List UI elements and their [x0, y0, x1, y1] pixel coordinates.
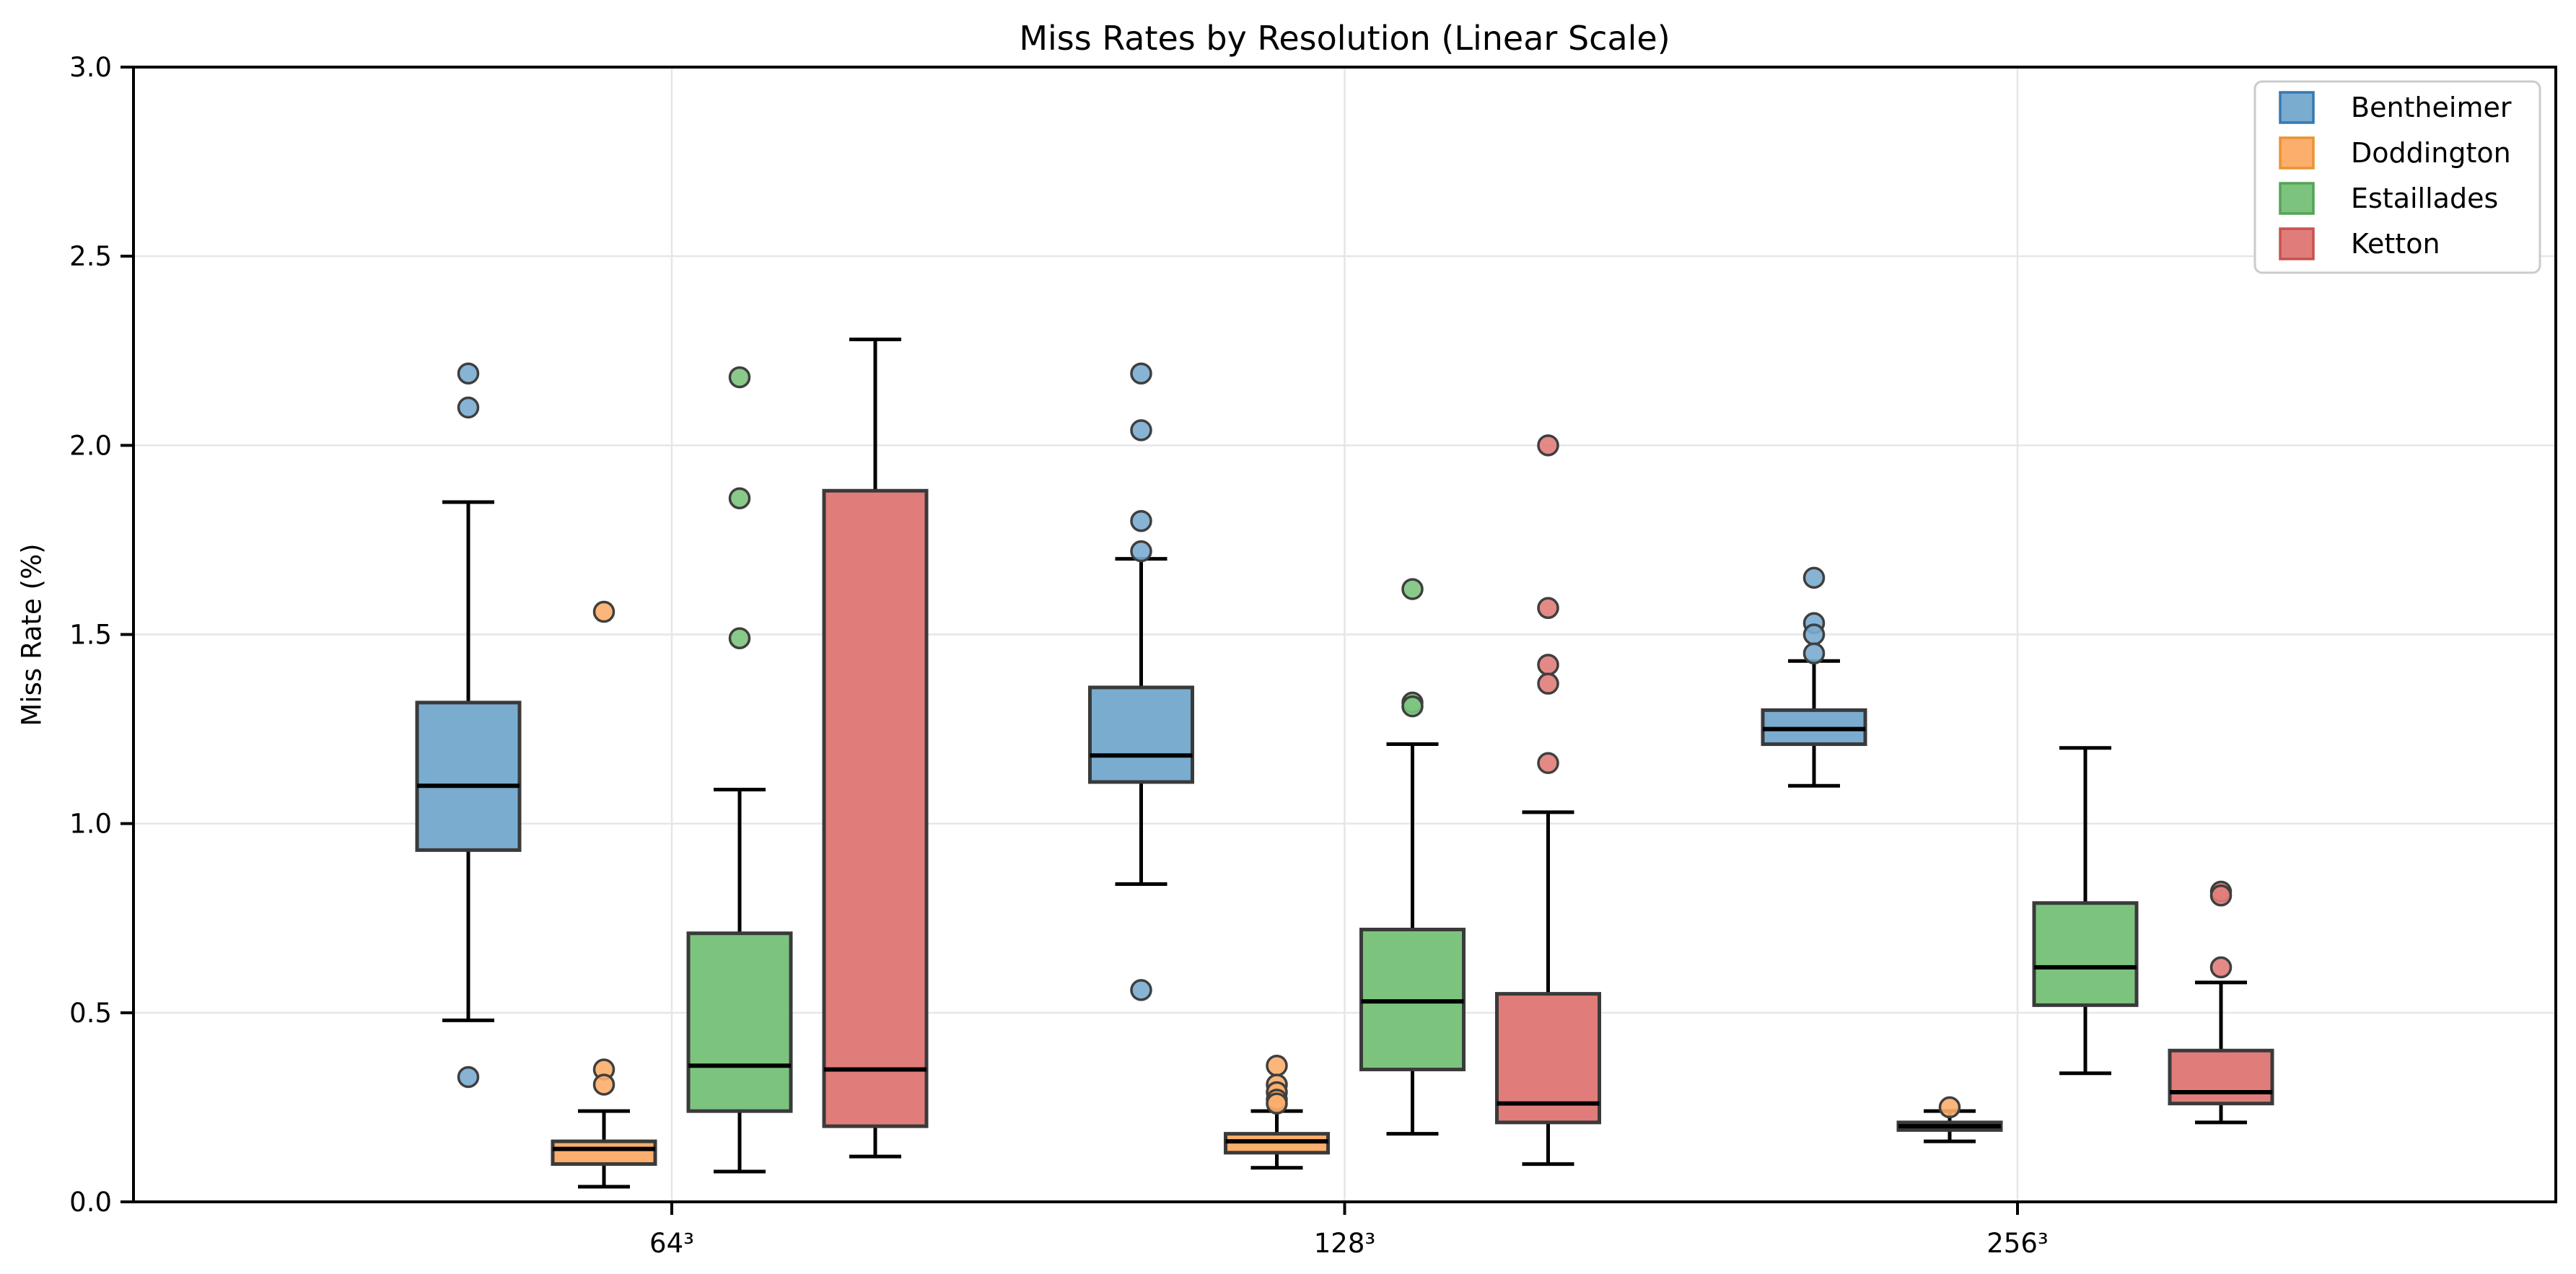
box-doddington [551, 1139, 657, 1167]
legend-label-bentheimer: Bentheimer [2351, 92, 2512, 123]
outlier-marker [1938, 1096, 1961, 1119]
outlier-marker [2209, 884, 2233, 907]
y-tick-label: 1.5 [69, 620, 112, 651]
box-estaillades [2032, 901, 2139, 1007]
legend-swatch-ketton [2279, 227, 2315, 260]
outlier-marker [1130, 979, 1152, 1001]
outlier-marker [1401, 578, 1424, 600]
outlier-marker [1537, 434, 1559, 457]
outlier-marker [728, 627, 751, 649]
outlier-marker [1130, 540, 1152, 563]
legend-label-ketton: Ketton [2351, 228, 2440, 260]
chart-title: Miss Rates by Resolution (Linear Scale) [1019, 19, 1670, 58]
outlier-marker [728, 487, 751, 509]
outlier-marker [1537, 672, 1559, 695]
legend-label-doddington: Doddington [2351, 137, 2511, 169]
legend-box [2253, 80, 2541, 274]
y-tick-label: 0.5 [69, 998, 112, 1029]
outlier-marker [2209, 956, 2233, 979]
box-bentheimer [415, 700, 522, 852]
outlier-marker [457, 396, 480, 419]
outlier-marker [1130, 362, 1152, 385]
outlier-marker [592, 1073, 615, 1096]
box-ketton [822, 488, 929, 1128]
outlier-marker [1802, 566, 1826, 589]
x-tick-label: 256³ [1986, 1228, 2048, 1259]
x-tick-label: 128³ [1314, 1228, 1375, 1259]
outlier-marker [1266, 1054, 1288, 1077]
outlier-marker [457, 1066, 480, 1089]
box-ketton [2168, 1048, 2274, 1106]
outlier-marker [457, 362, 480, 385]
legend-swatch-bentheimer [2279, 91, 2315, 124]
outlier-marker [592, 600, 615, 623]
box-bentheimer [1088, 685, 1194, 784]
outlier-marker [1802, 623, 1826, 646]
outlier-marker [1266, 1092, 1288, 1115]
outlier-marker [1537, 752, 1559, 775]
box-estaillades [686, 931, 793, 1113]
y-tick-label: 1.0 [69, 809, 112, 840]
y-tick-label: 2.5 [69, 241, 112, 272]
y-tick-label: 0.0 [69, 1187, 112, 1218]
outlier-marker [1130, 509, 1152, 532]
outlier-marker [728, 366, 751, 389]
legend-label-estaillades: Estaillades [2351, 183, 2498, 214]
y-tick-label: 2.0 [69, 430, 112, 461]
outlier-marker [1802, 642, 1826, 664]
box-ketton [1495, 992, 1601, 1125]
x-tick-label: 64³ [649, 1228, 694, 1259]
legend-swatch-doddington [2279, 136, 2315, 170]
legend-swatch-estaillades [2279, 182, 2315, 215]
outlier-marker [1130, 419, 1152, 441]
outlier-marker [1537, 654, 1559, 676]
y-tick-label: 3.0 [69, 52, 112, 83]
outlier-marker [1401, 695, 1424, 718]
outlier-marker [1537, 597, 1559, 620]
